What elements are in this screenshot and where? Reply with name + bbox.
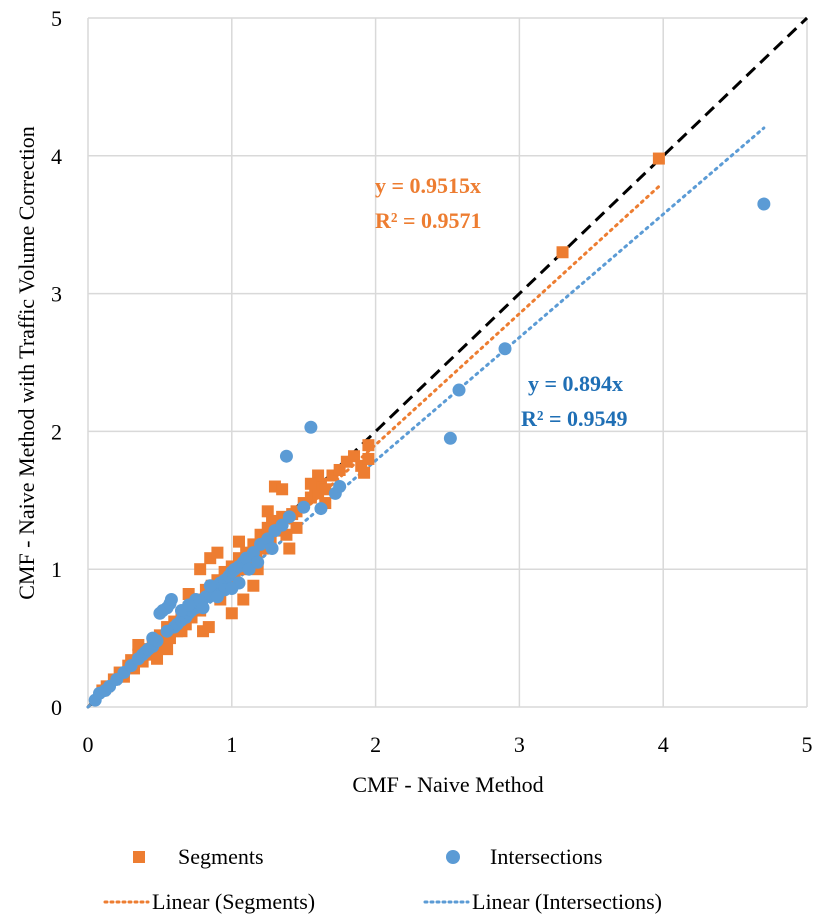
point-segment [348, 450, 361, 463]
point-intersection [196, 601, 210, 615]
y-axis-label: CMF - Naive Method with Traffic Volume C… [14, 126, 39, 600]
data-points [88, 152, 771, 707]
point-intersection [304, 420, 318, 434]
x-axis-label: CMF - Naive Method [352, 772, 543, 797]
intersections-equation: y = 0.894x [528, 371, 623, 396]
legend-label-linear-intersections: Linear (Intersections) [472, 889, 662, 914]
point-intersection [265, 542, 279, 556]
point-intersection [282, 510, 296, 524]
y-tick-label: 5 [51, 6, 62, 31]
point-intersection [203, 579, 217, 593]
point-segment [266, 514, 279, 527]
y-tick-label: 3 [51, 282, 62, 307]
point-segment [304, 477, 317, 490]
point-intersection [498, 342, 512, 356]
legend-label-intersections: Intersections [490, 844, 602, 869]
y-tick-label: 2 [51, 419, 62, 444]
point-segment [232, 535, 245, 548]
gridlines [88, 17, 808, 707]
point-segment [247, 579, 260, 592]
segments-r-squared: R² = 0.9571 [375, 208, 482, 233]
point-segment [556, 246, 569, 259]
legend: Segments Intersections Linear (Segments)… [103, 844, 662, 914]
x-tick-label: 2 [370, 732, 381, 757]
point-segment [261, 505, 274, 518]
point-segment [276, 483, 289, 496]
reference-line-y-equals-x [86, 16, 809, 709]
point-segment [161, 643, 174, 656]
point-intersection [146, 631, 160, 645]
point-segment [283, 542, 296, 555]
point-segment [319, 483, 332, 496]
legend-label-linear-segments: Linear (Segments) [152, 889, 315, 914]
point-intersection [314, 502, 328, 516]
point-intersection [225, 581, 239, 595]
point-segment [225, 607, 238, 620]
point-intersection [210, 590, 224, 604]
tick-labels: 0 1 2 3 4 5 0 1 2 3 4 5 [51, 6, 813, 757]
annotation-intersections: y = 0.894x R² = 0.9549 [521, 371, 628, 431]
axes [87, 18, 807, 708]
annotation-segments: y = 0.9515x R² = 0.9571 [375, 173, 482, 233]
point-segment [202, 621, 215, 634]
y-tick-label: 0 [51, 695, 62, 720]
series-intersections [88, 197, 771, 707]
point-intersection [164, 593, 178, 607]
y-tick-label: 1 [51, 557, 62, 582]
x-tick-label: 4 [658, 732, 669, 757]
point-intersection [333, 480, 347, 494]
point-segment [211, 546, 224, 559]
legend-marker-segments [133, 851, 145, 863]
point-segment [290, 521, 303, 534]
point-intersection [757, 197, 771, 211]
point-intersection [182, 598, 196, 612]
point-intersection [443, 431, 457, 445]
x-tick-label: 5 [802, 732, 813, 757]
point-intersection [160, 624, 174, 638]
x-tick-label: 1 [226, 732, 237, 757]
point-intersection [297, 500, 311, 514]
point-segment [290, 505, 303, 518]
segments-equation: y = 0.9515x [375, 173, 481, 198]
point-segment [362, 452, 375, 465]
y-tick-label: 4 [51, 144, 62, 169]
point-segment [151, 652, 164, 665]
point-intersection [251, 555, 265, 569]
point-segment [362, 439, 375, 452]
legend-marker-intersections [446, 850, 460, 864]
legend-label-segments: Segments [178, 844, 264, 869]
point-segment [652, 152, 665, 165]
x-tick-label: 3 [514, 732, 525, 757]
point-intersection [452, 383, 466, 397]
x-tick-label: 0 [83, 732, 94, 757]
point-segment [280, 528, 293, 541]
intersections-r-squared: R² = 0.9549 [521, 406, 628, 431]
point-segment [358, 466, 371, 479]
point-segment [194, 563, 207, 576]
point-intersection [279, 449, 293, 463]
point-segment [237, 593, 250, 606]
